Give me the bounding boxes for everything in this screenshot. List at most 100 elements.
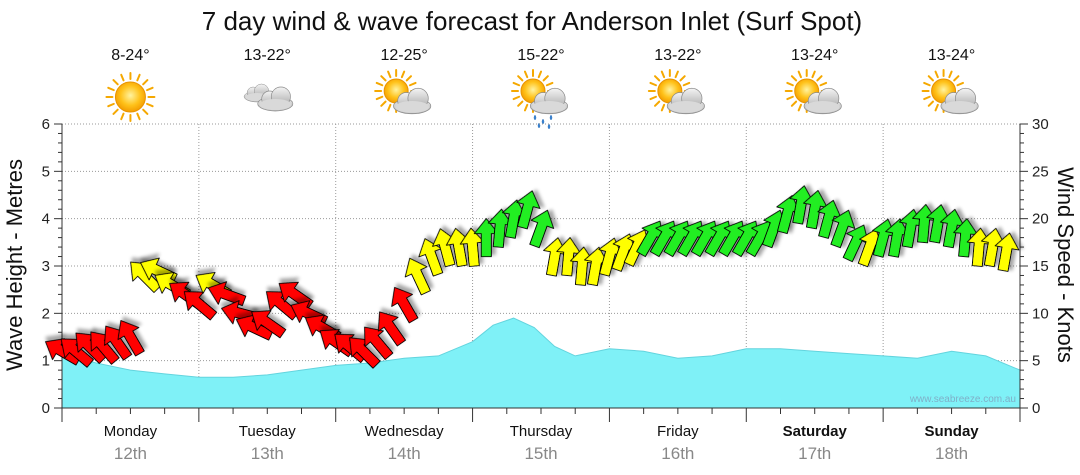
- temperature-range: 13-24°: [928, 47, 975, 64]
- rain-drop: [533, 114, 537, 121]
- sun-ray: [107, 86, 115, 92]
- sun-ray: [660, 103, 666, 112]
- cloud-base: [942, 101, 977, 113]
- cloud-base: [259, 99, 292, 111]
- wind-arrow: [377, 311, 406, 347]
- sun-ray: [112, 108, 119, 115]
- wind-arrow: [251, 310, 287, 339]
- sun-ray: [649, 81, 657, 87]
- axes: 0 1 2 3 4 5 6 0 5 10 15 20 25 30: [42, 116, 1049, 422]
- cloud: [529, 87, 569, 115]
- right-tick-label: 10: [1032, 305, 1049, 322]
- sun-ray: [375, 95, 384, 101]
- right-tick-label: 15: [1032, 258, 1049, 275]
- left-tick-label: 6: [42, 116, 50, 133]
- cloud: [257, 86, 294, 112]
- sun-ray: [649, 95, 657, 101]
- date-label: 16th: [661, 444, 694, 463]
- day-labels: Monday 12th Tuesday 13th Wednesday 14th Thursd…: [104, 423, 980, 463]
- sun-ray: [819, 81, 828, 87]
- sun-ray: [405, 75, 412, 82]
- left-tick-label: 2: [42, 305, 50, 322]
- sun-ray: [380, 100, 387, 107]
- sun-ray: [523, 103, 529, 112]
- sun-ray: [142, 79, 149, 86]
- sun-ray: [786, 81, 794, 87]
- sun-ray: [136, 73, 141, 82]
- sun-ray: [816, 75, 823, 82]
- temperature-range: 8-24°: [111, 47, 149, 64]
- sun-ray: [120, 73, 125, 82]
- right-tick-label: 0: [1032, 400, 1040, 417]
- wind-arrow: [364, 326, 394, 360]
- sun-ray: [146, 86, 154, 92]
- day-label: Monday: [104, 423, 158, 440]
- sun-ray: [786, 95, 794, 101]
- date-label: 12th: [114, 444, 147, 463]
- rain-drop: [541, 118, 545, 125]
- day-label: Friday: [657, 423, 699, 440]
- right-tick-label: 5: [1032, 353, 1040, 370]
- sun-ray: [512, 95, 521, 101]
- day-label: Wednesday: [365, 423, 444, 440]
- right-tick-label: 30: [1032, 116, 1049, 133]
- rain-drop: [547, 123, 551, 130]
- cloud-base: [668, 101, 703, 113]
- day-label: Thursday: [510, 423, 573, 440]
- wind-arrow: [207, 281, 247, 307]
- temperature-range: 12-25°: [380, 47, 427, 64]
- sun-ray: [934, 70, 939, 79]
- sun-ray: [409, 81, 417, 87]
- day-label: Saturday: [783, 423, 848, 440]
- sun-disc: [114, 81, 146, 113]
- sun-ray: [956, 81, 964, 87]
- sun-cloud-icon: [921, 69, 979, 115]
- cloud: [666, 87, 705, 115]
- right-tick-label: 25: [1032, 163, 1049, 180]
- sun-ray: [387, 70, 392, 79]
- sun-ray: [120, 112, 125, 121]
- sun-ray: [923, 95, 931, 101]
- sun-ray: [542, 75, 549, 82]
- left-tick-label: 4: [42, 211, 50, 228]
- wind-arrows: [45, 185, 1020, 369]
- date-label: 15th: [524, 444, 557, 463]
- wind-arrow: [516, 190, 541, 230]
- sun-ray: [927, 75, 934, 82]
- right-axis-title: Wind Speed - Knots: [1053, 167, 1078, 363]
- sun-cloud-icon: [647, 69, 705, 115]
- wind-arrow: [391, 286, 419, 324]
- sun-ray: [517, 75, 524, 82]
- cloud-base: [395, 101, 430, 113]
- wind-arrow: [117, 320, 145, 357]
- rain-drop: [549, 114, 553, 121]
- sun-ray: [790, 100, 798, 107]
- sun-ray: [545, 81, 554, 87]
- sun-ray: [953, 75, 960, 82]
- date-label: 14th: [388, 444, 421, 463]
- cloud: [803, 87, 842, 115]
- sun-ray: [790, 75, 798, 82]
- sun-ray: [512, 81, 521, 87]
- cloud-icon: [243, 83, 294, 112]
- left-tick-label: 5: [42, 163, 50, 180]
- sun-ray: [934, 103, 939, 112]
- sun-ray: [136, 112, 141, 121]
- date-label: 17th: [798, 444, 831, 463]
- sun-ray: [375, 81, 384, 87]
- wind-arrow: [994, 232, 1020, 272]
- sun-ray: [682, 81, 691, 87]
- left-tick-label: 3: [42, 258, 50, 275]
- sun-ray: [923, 81, 931, 87]
- cloud-base: [532, 101, 566, 113]
- sun-ray: [797, 70, 802, 79]
- temperature-range: 15-22°: [517, 47, 564, 64]
- temperature-range: 13-22°: [654, 47, 701, 64]
- left-tick-label: 0: [42, 400, 50, 417]
- sun-ray: [112, 79, 119, 86]
- chart-title: 7 day wind & wave forecast for Anderson …: [202, 6, 862, 36]
- sun-ray: [107, 102, 115, 108]
- sun-ray: [523, 70, 529, 79]
- temperature-range: 13-24°: [791, 47, 838, 64]
